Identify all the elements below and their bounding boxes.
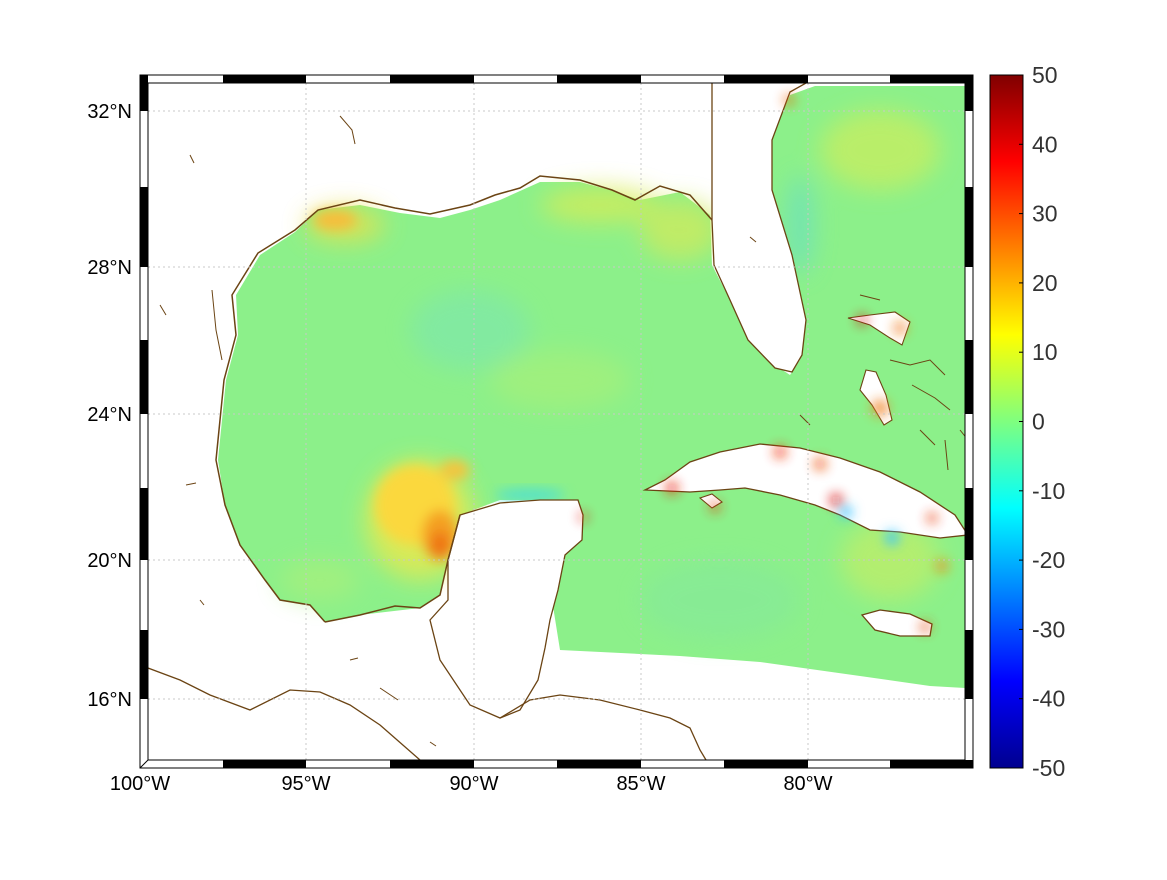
frame-segment — [890, 75, 973, 83]
central-america-coast — [499, 694, 707, 760]
lat-tick-label: 16°N — [87, 689, 132, 711]
texas-coastal-anomaly — [313, 210, 357, 230]
colorbar-tick-label: -30 — [1032, 616, 1065, 642]
lat-tick-label: 28°N — [87, 257, 132, 279]
frame-segment — [140, 75, 148, 111]
frame-segment — [965, 630, 973, 699]
lon-tick-label: 100°W — [110, 773, 170, 795]
frame-segment — [965, 340, 973, 414]
florida-peninsula — [711, 83, 808, 373]
frame-segment — [890, 760, 973, 768]
lat-tick-label: 24°N — [87, 404, 132, 426]
land-layer — [148, 83, 965, 760]
colorbar-tick-label: 40 — [1032, 131, 1058, 157]
mexico-east-islands — [185, 482, 437, 747]
cuba — [642, 443, 965, 539]
gulf-coastline — [215, 175, 713, 623]
lon-tick-label: 85°W — [616, 773, 665, 795]
colorbar-tick-label: 50 — [1032, 62, 1058, 88]
frame-segment — [390, 75, 474, 83]
texas-barrier-islands — [159, 115, 356, 361]
frame-segment — [223, 760, 306, 768]
frame-segments — [140, 75, 973, 768]
frame-segment — [140, 340, 148, 414]
mexico-west-coast — [148, 667, 421, 760]
colorbar-tick-label: 30 — [1032, 201, 1058, 227]
colorbar-gradient — [989, 74, 1024, 769]
frame-segment — [557, 760, 641, 768]
frame-segment — [965, 488, 973, 560]
lat-tick-labels: 32°N 28°N 24°N 20°N 16°N — [87, 101, 132, 711]
yucatan-peninsula — [429, 499, 584, 719]
frame-segment — [390, 760, 474, 768]
lat-tick-label: 20°N — [87, 550, 132, 572]
bahamas-small-islands — [749, 236, 965, 471]
colorbar-ticks: 50 40 30 20 10 0 -10 -20 -30 -40 -50 — [1019, 62, 1065, 781]
jamaica — [860, 609, 933, 637]
colorbar-tick-label: -40 — [1032, 686, 1065, 712]
map-frame — [139, 74, 974, 769]
lon-tick-label: 80°W — [783, 773, 832, 795]
lon-tick-label: 90°W — [449, 773, 498, 795]
yucatan-cool-strip — [495, 489, 565, 501]
frame-segment — [140, 630, 148, 699]
lon-tick-label: 95°W — [281, 773, 330, 795]
colorbar-tick-label: 10 — [1032, 339, 1058, 365]
colorbar-tick-label: -20 — [1032, 547, 1065, 573]
grid-lines — [148, 83, 965, 760]
campeche-anomaly — [375, 460, 470, 560]
cuba-cool-spots — [840, 506, 899, 545]
colorbar-tick-label: -10 — [1032, 478, 1065, 504]
data-layer — [218, 86, 965, 688]
cuba-hotspots — [579, 95, 948, 632]
frame-segment — [140, 488, 148, 560]
lat-tick-label: 32°N — [87, 101, 132, 123]
frame-segment — [965, 75, 973, 111]
colorbar-tick-label: -50 — [1032, 755, 1065, 781]
colorbar-tick-label: 20 — [1032, 270, 1058, 296]
lon-tick-labels: 100°W 95°W 90°W 85°W 80°W — [110, 773, 833, 795]
frame-segment — [724, 75, 808, 83]
colorbar: 50 40 30 20 10 0 -10 -20 -30 -40 -50 — [989, 62, 1065, 781]
frame-segment — [223, 75, 306, 83]
colorbar-tick-label: 0 — [1032, 409, 1045, 435]
frame-segment — [965, 187, 973, 267]
frame-segment — [140, 187, 148, 267]
frame-segment — [724, 760, 808, 768]
frame-segment — [557, 75, 641, 83]
